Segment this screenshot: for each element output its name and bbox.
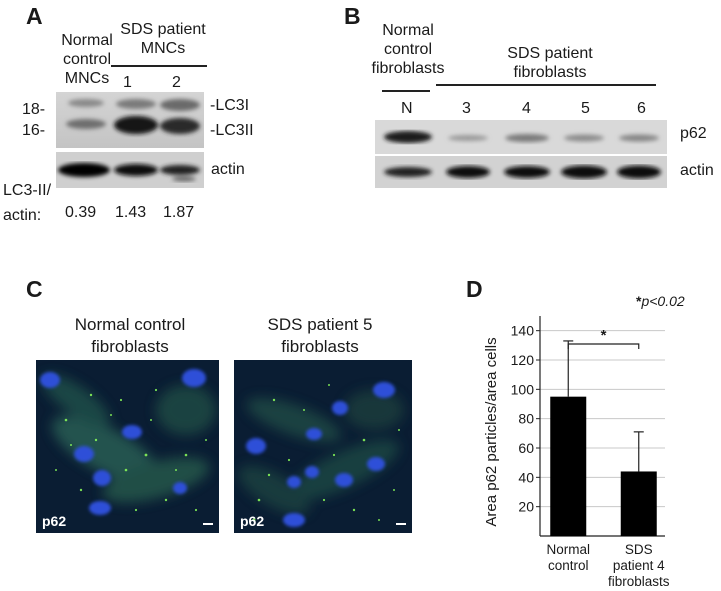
chart-significance: * <box>567 327 640 349</box>
patient-header-line: MNCs <box>140 40 186 57</box>
panel-b-patient-header: SDS patient fibroblasts <box>480 44 620 82</box>
chart-ticks: 20 40 60 80 100 120 140 <box>511 323 540 515</box>
title-line: SDS patient 5 <box>267 315 373 334</box>
panel-a-control-label: Normal control MNCs <box>52 31 122 88</box>
panel-b-lane-6: 6 <box>637 100 646 117</box>
pvalue-star: * <box>636 293 642 309</box>
x-category-label: Normal <box>546 542 590 557</box>
significance-star: * <box>601 327 607 344</box>
micrograph-stain-label: p62 <box>240 513 265 529</box>
y-tick-label: 140 <box>511 323 535 339</box>
chart-error-bars <box>563 340 644 472</box>
y-tick-label: 100 <box>511 381 535 397</box>
lc3i-label: -LC3I <box>210 97 250 114</box>
panel-b-lane-3: 3 <box>462 100 471 117</box>
lc3ii-label: -LC3II <box>210 122 254 139</box>
panel-b-actin-label: actin <box>680 162 714 179</box>
panel-a-lane-1: 1 <box>123 74 132 91</box>
patient-header-line: SDS patient <box>120 21 206 38</box>
panel-d-letter: D <box>466 276 483 302</box>
panel-a-actin-blot <box>56 152 204 188</box>
mw-marker-16: 16- <box>22 122 46 139</box>
pvalue-note: *p<0.02 <box>636 292 685 311</box>
panel-b-group-rule <box>436 84 656 86</box>
scale-bar <box>396 523 406 525</box>
control-label-line: control <box>383 41 433 58</box>
mw-marker-18: 18- <box>22 101 46 118</box>
x-category-label: patient 4 <box>613 558 665 573</box>
ratio-label-line: actin: <box>3 207 42 224</box>
panel-a-group-rule <box>111 65 207 67</box>
scale-bar <box>203 523 213 525</box>
micrograph-stain-label: p62 <box>42 513 67 529</box>
y-tick-label: 60 <box>518 440 534 456</box>
ratio-value-control: 0.39 <box>65 204 97 221</box>
patient-header-line: fibroblasts <box>513 64 587 81</box>
panel-a-actin-label: actin <box>211 161 245 178</box>
lc3-blot <box>56 92 204 148</box>
panel-b-lane-4: 4 <box>522 100 531 117</box>
control-label-line: Normal <box>61 32 113 49</box>
control-label-line: control <box>62 51 112 68</box>
panel-c-right-title: SDS patient 5 fibroblasts <box>230 314 410 358</box>
panel-c-letter: C <box>26 276 43 302</box>
y-axis-label: Area p62 particles/area cells <box>483 337 500 526</box>
p62-blot-label: p62 <box>680 125 707 142</box>
y-tick-label: 80 <box>518 411 534 427</box>
panel-b-control-label: Normal control fibroblasts <box>358 21 458 78</box>
y-tick-label: 120 <box>511 352 535 368</box>
patient-header-line: SDS patient <box>507 45 593 62</box>
panel-b-actin-blot <box>375 156 667 188</box>
micrograph-sds-patient: p62 <box>234 360 412 533</box>
panel-a-patient-header: SDS patient MNCs <box>110 20 216 58</box>
p62-blot <box>375 120 667 154</box>
bar <box>620 471 657 536</box>
significance-bracket <box>567 343 640 349</box>
ratio-label: LC3-II/ actin: <box>3 178 51 228</box>
title-line: fibroblasts <box>91 337 169 356</box>
chart-bars <box>550 396 657 536</box>
panel-b-control-rule <box>382 90 430 92</box>
panel-b-letter: B <box>344 3 361 29</box>
title-line: fibroblasts <box>281 337 359 356</box>
panel-b-lane-n: N <box>401 100 413 117</box>
ratio-value-patient-2: 1.87 <box>163 204 195 221</box>
x-category-label: fibroblasts <box>608 574 670 588</box>
control-label-line: Normal <box>382 22 434 39</box>
panel-a-letter: A <box>26 3 43 29</box>
micrograph-normal-control: p62 <box>36 360 219 533</box>
control-label-line: fibroblasts <box>371 60 445 77</box>
bar <box>550 396 587 536</box>
y-tick-label: 40 <box>518 469 534 485</box>
x-category-label: SDS <box>625 542 653 557</box>
pvalue-text: p<0.02 <box>641 293 685 309</box>
x-category-label: control <box>548 558 589 573</box>
panel-b-lane-5: 5 <box>581 100 590 117</box>
y-tick-label: 20 <box>518 499 534 515</box>
title-line: Normal control <box>74 315 186 334</box>
ratio-value-patient-1: 1.43 <box>115 204 147 221</box>
panel-c-left-title: Normal control fibroblasts <box>40 314 220 358</box>
ratio-label-line: LC3-II/ <box>3 182 52 199</box>
control-label-line: MNCs <box>64 70 110 87</box>
panel-a-lane-2: 2 <box>172 74 181 91</box>
